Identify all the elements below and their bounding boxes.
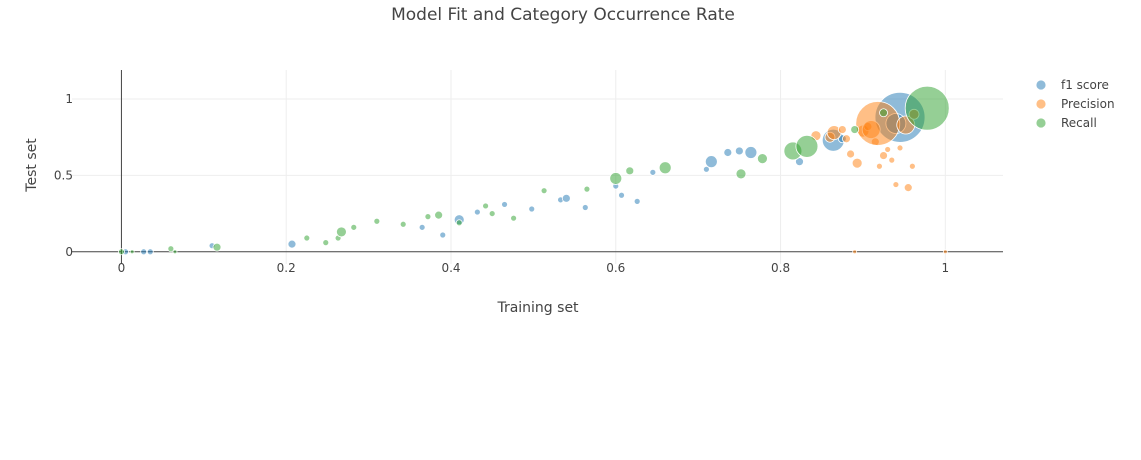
- recall-point[interactable]: [482, 202, 489, 210]
- recall-point[interactable]: [322, 239, 330, 247]
- recall-point[interactable]: [879, 108, 888, 118]
- precision-point[interactable]: [851, 157, 863, 169]
- legend[interactable]: f1 score Precision Recall: [1035, 78, 1115, 130]
- y-tick-label: 1: [65, 92, 73, 106]
- recall-point[interactable]: [129, 249, 135, 255]
- precision-point[interactable]: [842, 134, 851, 144]
- precision-point[interactable]: [903, 183, 913, 193]
- legend-label: f1 score: [1061, 78, 1109, 92]
- recall-point[interactable]: [212, 242, 222, 252]
- data-points: [118, 85, 950, 256]
- precision-point[interactable]: [855, 101, 901, 146]
- y-tick-label: 0: [65, 245, 73, 259]
- precision-point[interactable]: [888, 156, 896, 164]
- recall-point[interactable]: [399, 220, 407, 228]
- recall-point[interactable]: [795, 134, 819, 158]
- gridlines: [72, 70, 1003, 264]
- precision-point[interactable]: [884, 146, 892, 153]
- precision-point[interactable]: [879, 151, 888, 160]
- precision-point[interactable]: [896, 144, 904, 152]
- legend-item-f1-score[interactable]: f1 score: [1035, 78, 1109, 92]
- x-tick-label: 0.4: [441, 261, 460, 275]
- f1-score-point[interactable]: [649, 168, 657, 176]
- y-tick-label: 0.5: [54, 168, 73, 182]
- recall-point[interactable]: [583, 185, 591, 193]
- precision-point[interactable]: [837, 125, 847, 134]
- x-axis-title: Training set: [496, 300, 579, 316]
- precision-point[interactable]: [942, 249, 948, 255]
- recall-point[interactable]: [172, 249, 178, 255]
- x-tick-label: 0.8: [771, 261, 790, 275]
- x-tick-label: 0: [118, 261, 126, 275]
- recall-point[interactable]: [625, 166, 635, 176]
- recall-point[interactable]: [118, 248, 125, 256]
- recall-point[interactable]: [658, 161, 672, 175]
- f1-score-point[interactable]: [501, 201, 508, 208]
- f1-score-point[interactable]: [704, 155, 718, 169]
- f1-score-point[interactable]: [561, 193, 571, 203]
- precision-point[interactable]: [852, 249, 858, 255]
- f1-score-point[interactable]: [287, 239, 297, 249]
- f1-score-point[interactable]: [618, 191, 625, 199]
- recall-point[interactable]: [540, 187, 548, 195]
- f1-score-point[interactable]: [418, 223, 426, 231]
- recall-point[interactable]: [350, 223, 358, 231]
- f1-score-point[interactable]: [439, 231, 447, 239]
- f1-score-point[interactable]: [633, 197, 641, 205]
- axes: [72, 70, 1003, 264]
- x-tick-label: 1: [942, 261, 950, 275]
- recall-point[interactable]: [757, 153, 768, 164]
- recall-point[interactable]: [609, 172, 623, 185]
- f1-score-point[interactable]: [702, 165, 710, 173]
- recall-point[interactable]: [167, 245, 175, 253]
- recall-point[interactable]: [488, 210, 496, 217]
- f1-score-point[interactable]: [581, 204, 589, 211]
- recall-point[interactable]: [336, 226, 347, 238]
- x-tick-label: 0.2: [277, 261, 296, 275]
- legend-marker: [1035, 98, 1047, 110]
- recall-point[interactable]: [373, 217, 381, 225]
- recall-point[interactable]: [424, 213, 432, 221]
- legend-label: Recall: [1061, 116, 1097, 130]
- f1-score-point[interactable]: [723, 148, 733, 157]
- tick-labels: 0 0.2 0.4 0.6 0.8 1 0 0.5 1: [54, 92, 949, 275]
- recall-point[interactable]: [455, 219, 463, 227]
- legend-label: Precision: [1061, 97, 1115, 111]
- legend-marker: [1035, 117, 1047, 129]
- legend-item-recall[interactable]: Recall: [1035, 116, 1097, 130]
- f1-score-point[interactable]: [528, 205, 536, 213]
- recall-point[interactable]: [735, 168, 747, 180]
- legend-marker: [1035, 79, 1047, 91]
- x-tick-label: 0.6: [606, 261, 625, 275]
- f1-score-point[interactable]: [146, 248, 154, 256]
- chart-title: Model Fit and Category Occurrence Rate: [391, 5, 735, 25]
- precision-point[interactable]: [876, 162, 883, 170]
- f1-score-point[interactable]: [473, 208, 481, 216]
- legend-item-precision[interactable]: Precision: [1035, 97, 1115, 111]
- recall-point[interactable]: [850, 125, 860, 134]
- recall-point[interactable]: [904, 85, 950, 131]
- recall-point[interactable]: [303, 234, 311, 242]
- f1-score-point[interactable]: [140, 248, 148, 256]
- y-axis-title: Test set: [24, 138, 40, 193]
- f1-score-point[interactable]: [734, 146, 744, 156]
- precision-point[interactable]: [908, 162, 916, 170]
- precision-point[interactable]: [892, 181, 900, 188]
- recall-point[interactable]: [434, 210, 444, 220]
- f1-score-point[interactable]: [744, 146, 758, 159]
- recall-point[interactable]: [510, 214, 518, 222]
- precision-point[interactable]: [846, 149, 855, 159]
